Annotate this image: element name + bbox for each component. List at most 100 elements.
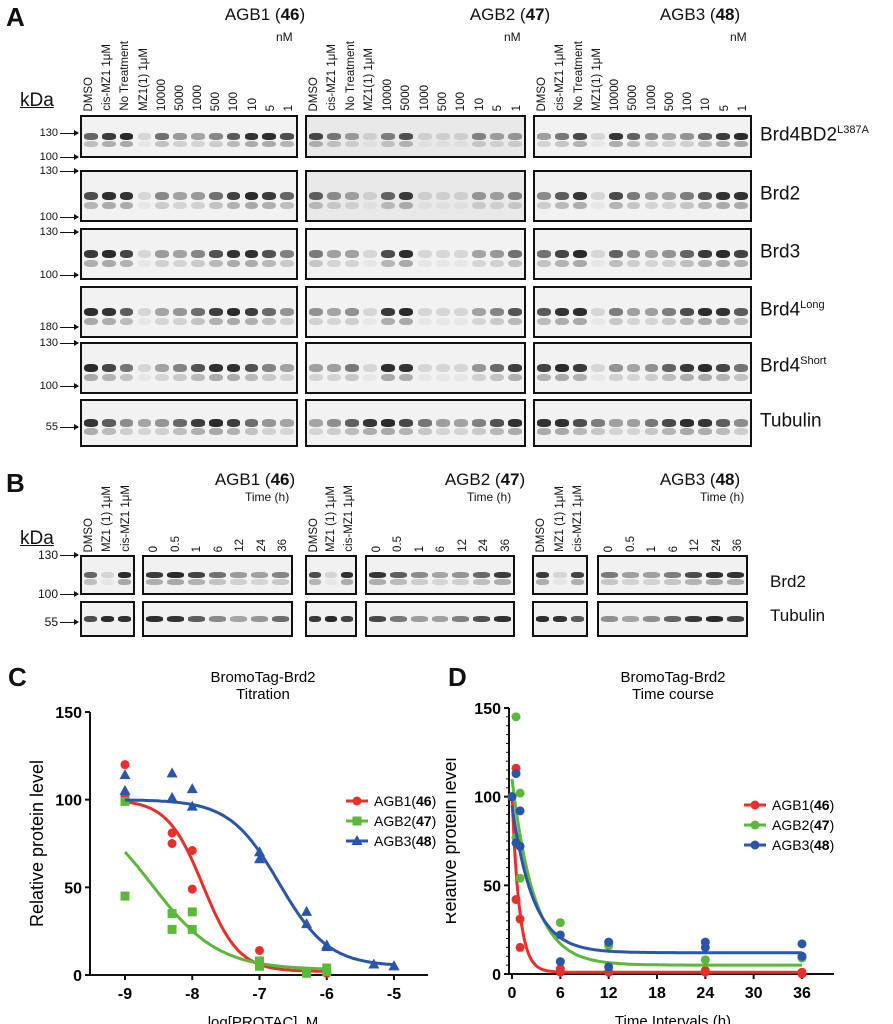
band [84,579,97,586]
control-lane-label: cis-MZ1 1μM [119,485,132,552]
marker-value: 130 [39,226,58,238]
band [553,616,567,622]
band [507,141,522,148]
band [146,616,163,622]
band [734,419,748,427]
band [417,259,432,268]
band [644,133,659,140]
band [251,616,268,622]
data-point-circle [515,788,525,798]
band [363,192,378,200]
band [188,579,205,586]
kda-marker: 180 [40,321,79,333]
band [155,141,170,148]
row-label-name: Tubulin [760,410,822,432]
lane-label: 10000 [609,79,621,111]
band [101,133,116,140]
band [590,428,605,436]
band [643,579,660,586]
band [226,317,241,326]
x-tick-label: -7 [252,986,266,1003]
time-lane-label: 6 [212,545,225,552]
band [644,141,659,148]
band [570,616,584,622]
time-unit-label: Time (h) [467,490,512,504]
x-tick-label: -9 [118,986,132,1003]
band [622,579,639,586]
chart-title: Titration [236,686,290,703]
band [680,250,695,258]
band [309,259,324,268]
data-point-triangle [119,784,131,795]
legend-entry: AGB1(46) [772,797,834,813]
legend-marker-circle [750,800,760,810]
marker-value: 55 [44,615,58,629]
band [537,364,551,372]
band [608,373,623,382]
legend-name: AGB1( [374,793,416,809]
marker-value: 130 [37,548,58,562]
time-lane-label: 36 [277,539,290,552]
legend-name: AGB2( [772,817,814,833]
band [662,419,677,427]
legend-marker-square [352,816,362,826]
legend-close: ) [830,797,835,813]
band [101,141,116,148]
data-point-circle [555,930,565,940]
band [507,259,522,268]
band [572,192,587,200]
panel-label-a: A [6,2,25,32]
band [272,572,289,578]
band [537,141,551,148]
band [608,259,623,268]
band [226,428,241,436]
band [662,364,677,372]
band [345,373,360,382]
control-lane-label: MZ1 (1) 1μM [101,485,114,552]
band [399,133,414,140]
band [662,317,677,326]
band [572,364,587,372]
band [327,192,342,200]
band [417,141,432,148]
band [230,579,247,586]
band [327,428,342,436]
lane-label: 1 [510,104,523,111]
band [716,373,731,382]
data-point-square [302,968,312,978]
data-point-circle [187,884,197,894]
band [280,259,294,268]
band [622,616,639,622]
band [734,259,748,268]
band [608,133,623,140]
band [473,579,491,586]
data-point-triangle [166,791,178,802]
band [727,572,744,578]
band [262,201,277,210]
band [345,133,360,140]
band [570,579,584,586]
band [590,308,605,316]
western-blot [305,286,526,338]
row-label-name: Brd4BD2 [760,123,838,145]
band [471,192,486,200]
lane-label: 10000 [381,79,394,111]
band [417,308,432,316]
group-title-b-0-text: AGB1 ( [214,470,271,489]
band [590,364,605,372]
band [399,419,414,427]
data-point-circle [700,955,710,965]
band [494,579,511,586]
band [554,141,569,148]
band [536,579,550,586]
band [327,141,342,148]
band [101,192,116,200]
band [381,141,396,148]
data-point-triangle [254,846,265,857]
band [471,364,486,372]
group-title-b-0-compound: 46 [270,470,290,489]
band [244,259,259,268]
band [280,250,294,258]
row-label-name: Brd2 [760,183,801,205]
band [167,572,184,578]
